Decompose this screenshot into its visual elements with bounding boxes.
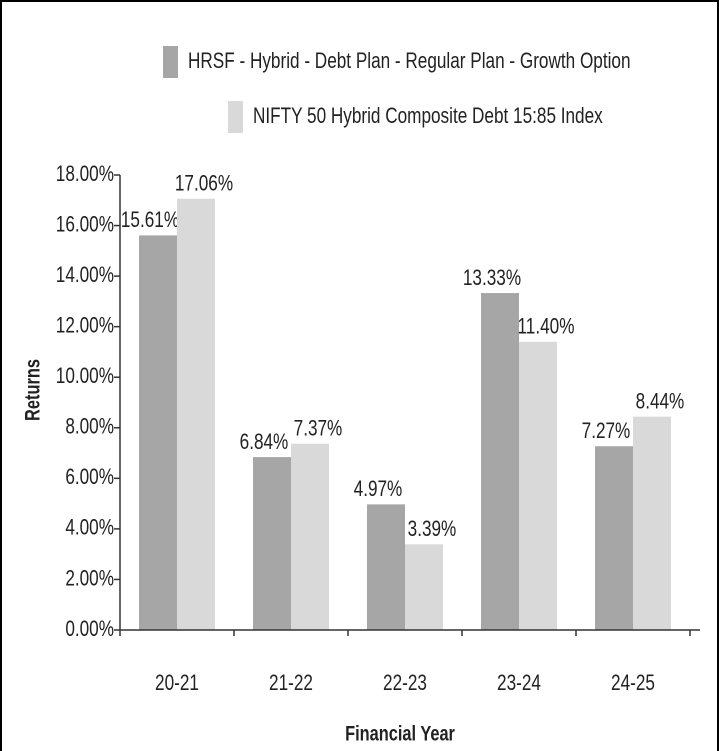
- data-label: 15.61%: [121, 207, 179, 232]
- data-label: 13.33%: [463, 265, 521, 290]
- bar: [139, 235, 177, 631]
- y-tick-label: 18.00%: [56, 161, 114, 186]
- y-tick-label: 6.00%: [65, 464, 114, 489]
- data-label: 6.84%: [240, 429, 289, 454]
- x-tick-label: 20-21: [155, 670, 199, 695]
- data-label: 17.06%: [175, 171, 233, 196]
- y-tick-label: 10.00%: [56, 363, 114, 388]
- legend-swatch: [163, 46, 178, 78]
- legend-label: NIFTY 50 Hybrid Composite Debt 15:85 Ind…: [253, 103, 603, 128]
- y-tick-label: 16.00%: [56, 211, 114, 236]
- y-tick-label: 2.00%: [65, 565, 114, 590]
- y-tick-label: 4.00%: [65, 515, 114, 540]
- bar: [253, 457, 291, 630]
- data-label: 7.27%: [582, 418, 631, 443]
- legend-label: HRSF - Hybrid - Debt Plan - Regular Plan…: [188, 48, 631, 73]
- x-tick-label: 22-23: [383, 670, 427, 695]
- y-tick-label: 0.00%: [65, 616, 114, 641]
- bar: [177, 198, 215, 630]
- y-tick-label: 8.00%: [65, 414, 114, 439]
- data-label: 8.44%: [636, 388, 685, 413]
- bar: [291, 443, 329, 630]
- data-label: 11.40%: [518, 314, 575, 339]
- data-label: 7.37%: [294, 416, 343, 441]
- y-tick-label: 12.00%: [56, 312, 114, 337]
- bar: [367, 504, 405, 630]
- bar: [481, 293, 519, 630]
- x-tick-label: 24-25: [611, 670, 655, 695]
- y-tick-label: 14.00%: [56, 262, 114, 287]
- bar: [633, 416, 671, 630]
- x-tick-label: 23-24: [497, 670, 541, 695]
- bar: [405, 544, 443, 630]
- x-axis-title: Financial Year: [345, 723, 455, 746]
- y-axis-title: Returns: [22, 359, 45, 421]
- bar: [595, 446, 633, 630]
- bar: [519, 341, 557, 630]
- data-label: 3.39%: [408, 516, 457, 541]
- legend-swatch: [228, 101, 243, 133]
- data-label: 4.97%: [354, 476, 403, 501]
- x-tick-label: 21-22: [269, 670, 313, 695]
